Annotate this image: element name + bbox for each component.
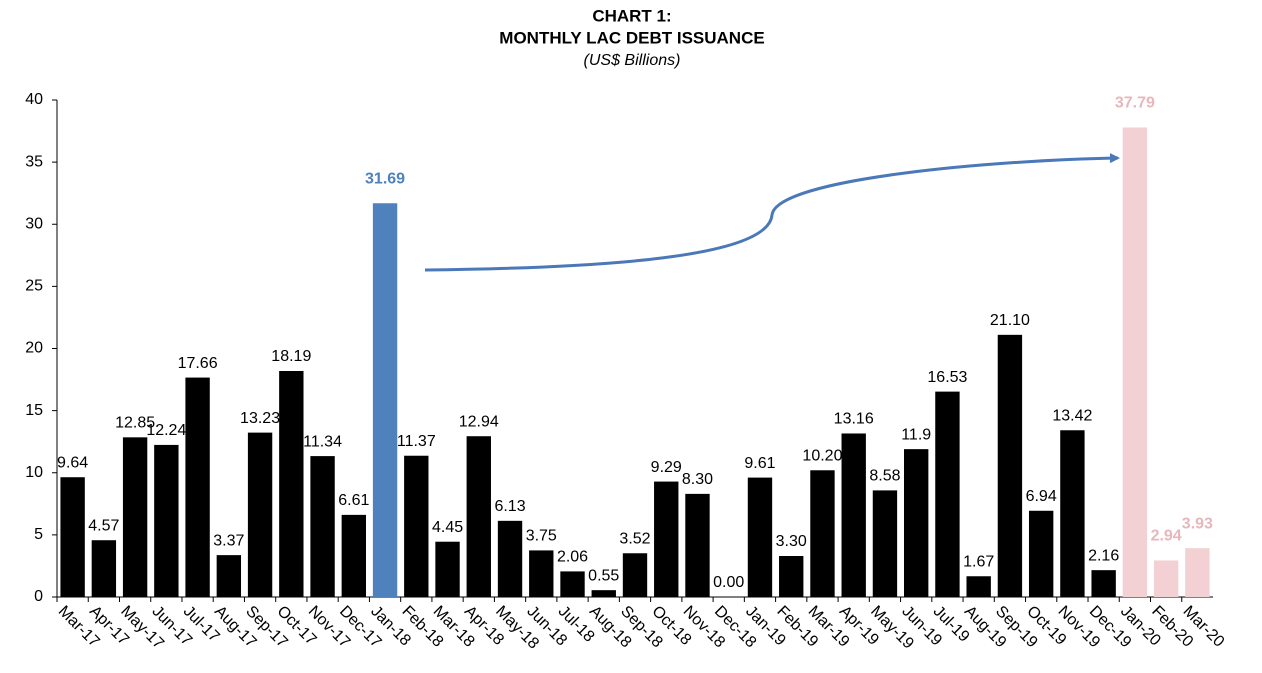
data-label: 2.94 <box>1151 528 1182 545</box>
data-label: 9.61 <box>744 455 775 472</box>
bar <box>529 550 554 597</box>
chart-title: MONTHLY LAC DEBT ISSUANCE <box>499 28 764 47</box>
data-label: 21.10 <box>990 312 1030 329</box>
bar <box>279 370 304 597</box>
y-tick-label: 5 <box>34 526 43 543</box>
data-label: 4.45 <box>432 519 463 536</box>
bar <box>904 449 929 597</box>
data-label: 13.16 <box>834 411 874 428</box>
data-label: 6.13 <box>494 498 525 515</box>
y-tick-label: 35 <box>25 153 43 170</box>
bar <box>591 590 616 597</box>
data-label: 3.75 <box>526 528 557 545</box>
data-label: 31.69 <box>365 170 405 187</box>
y-tick-label: 15 <box>25 402 43 419</box>
bar <box>122 437 148 597</box>
bar <box>560 571 585 597</box>
data-label: 1.67 <box>963 553 994 570</box>
data-label: 3.37 <box>213 532 244 549</box>
data-label: 6.61 <box>338 492 369 509</box>
data-label: 12.24 <box>146 422 186 439</box>
data-label: 3.30 <box>776 533 807 550</box>
data-label: 2.16 <box>1088 547 1119 564</box>
data-label: 8.30 <box>682 471 713 488</box>
bar <box>622 553 648 597</box>
bar <box>1060 430 1085 597</box>
data-label: 16.53 <box>927 369 967 386</box>
y-tick-label: 0 <box>34 588 43 605</box>
bar <box>810 470 835 597</box>
data-label: 13.23 <box>240 410 280 427</box>
bar <box>685 493 710 597</box>
data-label: 11.34 <box>303 433 342 450</box>
bar <box>497 520 523 597</box>
bar <box>935 391 960 597</box>
data-label: 3.52 <box>619 530 650 547</box>
y-tick-label: 10 <box>25 464 43 481</box>
bar <box>872 490 898 597</box>
data-label: 2.06 <box>557 549 588 566</box>
data-label: 3.93 <box>1182 515 1213 532</box>
bar <box>341 514 366 597</box>
bar <box>247 432 273 597</box>
bar <box>841 433 866 597</box>
data-label: 13.42 <box>1052 407 1092 424</box>
data-label: 4.57 <box>88 517 119 534</box>
data-label: 37.79 <box>1115 95 1155 112</box>
bar <box>372 203 398 597</box>
data-label: 0.00 <box>713 574 744 591</box>
bar <box>1153 560 1179 597</box>
bar <box>310 456 335 597</box>
chart-subtitle: (US$ Billions) <box>584 52 681 69</box>
bar <box>1028 510 1054 597</box>
bar <box>654 481 679 597</box>
data-label: 6.94 <box>1026 488 1057 505</box>
bar <box>216 555 242 597</box>
arrow <box>424 153 1120 272</box>
data-label: 11.37 <box>397 433 436 450</box>
bar <box>1185 548 1210 597</box>
y-tick-label: 30 <box>25 215 43 232</box>
bar <box>435 541 460 597</box>
bar <box>747 477 773 597</box>
bar <box>997 334 1023 597</box>
y-tick-label: 40 <box>25 91 43 108</box>
bar <box>1122 127 1148 597</box>
bar <box>966 576 991 597</box>
bar <box>404 455 429 597</box>
data-label: 9.64 <box>57 454 88 471</box>
bar <box>60 477 85 597</box>
data-label: 10.20 <box>802 447 842 464</box>
data-label: 17.66 <box>178 355 218 372</box>
bar <box>91 540 117 597</box>
y-tick-label: 20 <box>25 340 43 357</box>
y-tick-label: 25 <box>25 278 43 295</box>
bar <box>185 377 210 597</box>
data-label: 12.85 <box>115 415 155 432</box>
chart-title: CHART 1: <box>592 6 671 25</box>
bar <box>1091 570 1116 597</box>
data-label: 12.94 <box>459 413 499 430</box>
bar <box>154 444 179 597</box>
data-label: 8.58 <box>869 468 900 485</box>
data-label: 18.19 <box>271 348 311 365</box>
bar <box>779 555 804 597</box>
data-label: 9.29 <box>651 459 682 476</box>
data-label: 11.9 <box>901 426 931 443</box>
bar <box>466 436 491 597</box>
data-label: 0.55 <box>588 567 619 584</box>
